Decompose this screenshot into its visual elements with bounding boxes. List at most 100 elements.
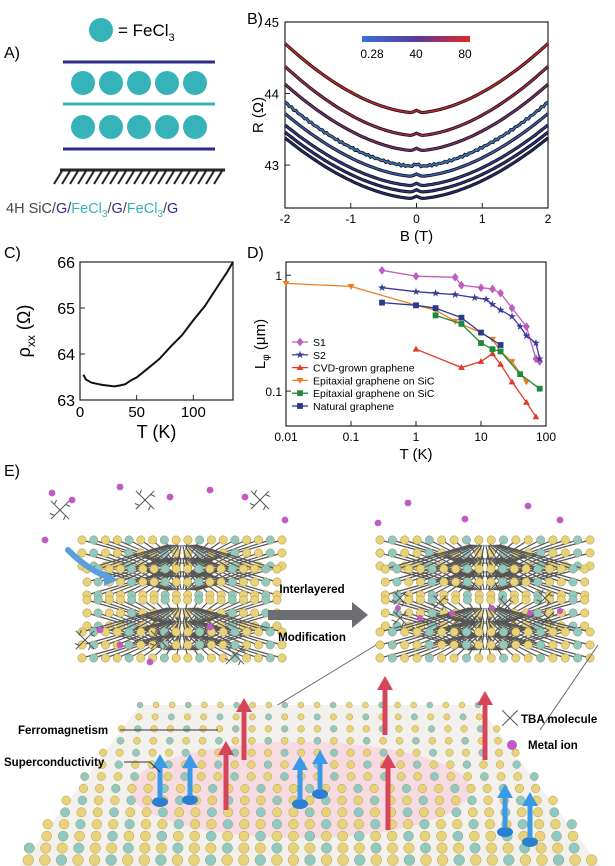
atom [462, 595, 472, 605]
tba-branch [543, 609, 547, 615]
tba-arm [250, 490, 261, 501]
tba-arm [150, 630, 161, 641]
intercalated-tba [391, 589, 409, 607]
tba-molecule [49, 499, 71, 521]
atom [474, 535, 484, 545]
lattice-atom [240, 795, 250, 806]
lattice-atom [173, 830, 184, 842]
chart-c-ytick-label: 63 [57, 393, 75, 410]
chart-d-series [412, 345, 540, 420]
tba-branch [165, 634, 171, 637]
chart-c-xtick-label: 100 [181, 404, 206, 421]
chart-d-point [497, 348, 504, 355]
lattice-atom [402, 795, 412, 806]
intercalated-metal-ion [527, 610, 533, 616]
atom [424, 548, 434, 558]
atom [427, 577, 437, 587]
spin-arrow-red-head [236, 698, 252, 712]
tba-branch [465, 613, 469, 619]
atom [509, 595, 519, 605]
lattice-atom [567, 830, 579, 842]
chart-c: 0 50 100 63 64 65 66 T (K) ρxx (Ω) [14, 255, 234, 442]
lattice-atom [418, 783, 428, 793]
chart-d-point [347, 284, 355, 290]
lattice-atom [346, 737, 355, 745]
atom [521, 577, 531, 587]
lattice-atom [207, 795, 217, 806]
spin-arrow-blue-shaft [187, 768, 193, 796]
bond-line [183, 544, 200, 570]
vortex-base [182, 795, 198, 805]
metal-ion [404, 499, 412, 507]
hatch-stroke [149, 170, 159, 185]
spin-arrow-red-shaft [482, 705, 488, 760]
atom [104, 595, 114, 605]
chart-c-ylabel: ρxx (Ω) [14, 305, 38, 358]
chart-d-point [412, 287, 420, 296]
tba-arm [498, 597, 506, 605]
lattice-atom [192, 783, 201, 793]
lattice-atom [148, 748, 157, 757]
atom [104, 564, 114, 574]
colorbar-tick-mid: 40 [409, 47, 423, 61]
lattice-atom [313, 737, 322, 745]
lattice-atom [271, 830, 283, 842]
bond-line [379, 620, 470, 646]
chart-d-point [296, 337, 304, 347]
atom [387, 640, 397, 650]
hatch-stroke [93, 170, 103, 185]
atom [160, 577, 170, 587]
lattice-atom [363, 760, 372, 769]
bond-line [431, 544, 478, 570]
atom [116, 595, 125, 605]
tba-branch [49, 513, 55, 516]
lattice-atom [515, 795, 526, 806]
lattice-atom [255, 830, 266, 842]
atom [568, 577, 578, 587]
hatch-stroke [101, 170, 111, 185]
hatch-stroke [181, 170, 191, 185]
atom [439, 577, 449, 587]
atom [585, 627, 595, 637]
bond-line [189, 544, 233, 570]
chart-d-point [497, 288, 504, 298]
fecl3-molecule [127, 71, 151, 95]
tba-arm [439, 595, 447, 603]
atom [568, 608, 578, 618]
atom [387, 535, 397, 545]
atom [194, 577, 204, 587]
tba-branch [395, 589, 399, 595]
atom [536, 627, 546, 637]
atom [206, 535, 216, 545]
atom [400, 627, 410, 637]
lattice-atom [412, 748, 421, 757]
metal-ion [68, 496, 76, 504]
lattice-atom [111, 783, 121, 793]
atom [375, 653, 385, 663]
chart-b-curve-series [284, 65, 549, 137]
atom [462, 653, 471, 663]
bond-line [385, 544, 471, 570]
atom [230, 627, 240, 637]
chart-d-point [497, 342, 504, 348]
bond-line [189, 607, 236, 633]
atom [387, 548, 397, 558]
bond-line [164, 544, 181, 570]
atom [265, 640, 275, 650]
chart-d-series [378, 283, 544, 363]
tba-molecule [149, 629, 171, 651]
metal-ion [461, 515, 469, 523]
chart-d-point [489, 350, 496, 357]
lattice-atom [313, 701, 321, 709]
lattice-atom [115, 748, 124, 757]
bond-line [441, 607, 479, 633]
atom [404, 564, 414, 574]
atom [416, 564, 425, 574]
lattice-atom [403, 854, 416, 866]
ylabel-unit: (Ω) [14, 305, 34, 335]
lattice-atom [288, 830, 299, 842]
lattice-atom [443, 713, 451, 721]
lattice-atom [188, 842, 200, 854]
lattice-atom [548, 795, 558, 806]
lattice-atom [232, 713, 240, 721]
